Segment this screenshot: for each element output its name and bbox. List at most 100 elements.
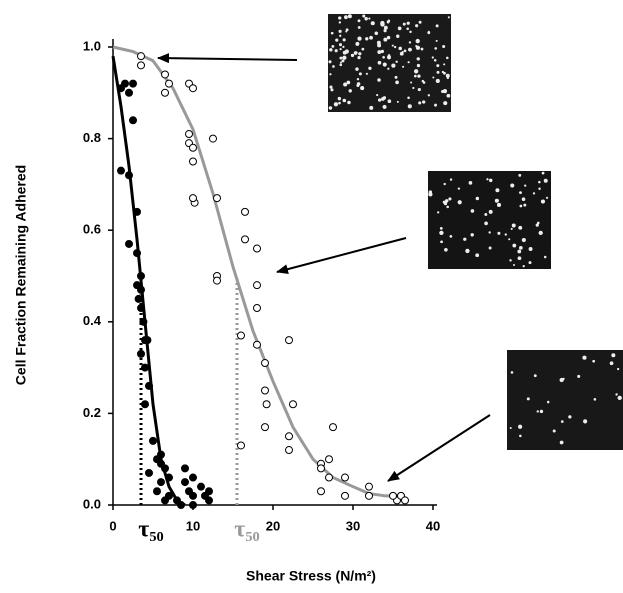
cell-dot [417, 74, 421, 78]
cell-dot [409, 30, 412, 34]
cell-dot [552, 429, 556, 433]
cell-dot [362, 14, 366, 18]
cell-dot [348, 89, 352, 93]
cell-dot [397, 26, 402, 31]
cell-dot [360, 86, 365, 91]
data-point [341, 491, 349, 500]
cell-dot [339, 63, 343, 67]
cell-dot [387, 55, 391, 60]
cell-dot [368, 17, 371, 20]
cell-dot [329, 85, 333, 89]
cell-dot [541, 171, 545, 175]
cell-dot [369, 105, 374, 110]
cell-dot [416, 57, 420, 61]
data-point [177, 501, 185, 509]
cell-dot [358, 72, 362, 76]
cell-dot [510, 371, 514, 374]
y-tick-label: 0.8 [83, 130, 101, 145]
cell-dot [383, 37, 388, 42]
cell-dot [350, 53, 355, 58]
data-point [133, 249, 141, 258]
x-axis-label: Shear Stress (N/m²) [246, 568, 376, 584]
cell-dot [519, 434, 522, 438]
cell-dot [338, 29, 342, 33]
cell-dot [338, 16, 342, 20]
cell-dot [376, 93, 379, 97]
data-point [365, 491, 373, 500]
cell-dot [357, 56, 361, 60]
cell-dot [519, 204, 523, 208]
cell-dot [364, 17, 368, 21]
cell-dot [329, 48, 333, 52]
cell-dot [615, 393, 618, 396]
cell-dot [512, 243, 517, 248]
cell-dot [444, 247, 448, 252]
cell-dot [361, 47, 365, 51]
data-point [157, 478, 165, 487]
micrograph [428, 171, 551, 269]
cell-dot [356, 77, 360, 81]
cell-dot [538, 180, 541, 184]
cell-dot [528, 261, 532, 265]
data-point [161, 496, 169, 505]
cell-dot [449, 178, 453, 181]
cell-dot [568, 415, 572, 419]
cell-dot [386, 20, 390, 24]
arrow [276, 237, 407, 275]
data-point [141, 400, 149, 409]
cell-dot [377, 98, 382, 102]
data-point [189, 491, 197, 500]
cell-dot [377, 60, 382, 65]
cell-dot [457, 187, 461, 190]
cell-dot [428, 192, 433, 197]
data-point [241, 207, 249, 216]
data-point [139, 317, 148, 326]
data-point [329, 423, 337, 432]
data-point [129, 116, 137, 125]
cell-dot [443, 63, 446, 66]
cell-dot [528, 247, 533, 251]
cell-dot [398, 46, 402, 51]
micrograph-insets [328, 14, 623, 450]
arrow [387, 414, 491, 482]
cell-dot [546, 400, 550, 404]
data-point [241, 235, 249, 244]
cell-dot [421, 79, 425, 83]
cell-dot [432, 76, 435, 79]
data-point [145, 381, 153, 390]
cell-dot [446, 205, 449, 209]
y-axis-label: Cell Fraction Remaining Adhered [13, 165, 29, 385]
cell-dot [609, 361, 614, 366]
cell-dot [442, 45, 446, 49]
cell-dot [415, 38, 420, 44]
cell-dot [489, 178, 493, 183]
cell-dot [441, 70, 445, 74]
cell-dot [395, 80, 399, 85]
cell-dot [356, 82, 361, 86]
cell-dot [418, 101, 422, 105]
data-point [145, 468, 153, 477]
cell-dot [329, 73, 332, 76]
cell-dot [538, 230, 543, 236]
cell-dot [328, 60, 332, 64]
cell-dot [583, 419, 588, 424]
cell-dot [437, 211, 440, 214]
data-point [185, 130, 193, 139]
tau50-label: τ₅₀ [138, 517, 163, 543]
x-tick-label: 30 [346, 518, 360, 533]
cell-dot [560, 420, 564, 423]
data-point [134, 294, 143, 303]
data-point [125, 239, 133, 248]
data-point [137, 285, 145, 294]
data-point [237, 441, 245, 450]
data-point [213, 276, 221, 285]
cell-dot [380, 20, 385, 26]
cell-dot [391, 63, 396, 68]
cell-dot [383, 96, 386, 99]
data-point [261, 423, 269, 432]
cell-dot [521, 197, 526, 202]
cell-dot [338, 43, 343, 47]
data-point [253, 281, 261, 290]
cell-dot [368, 66, 372, 70]
micrograph [328, 14, 451, 112]
